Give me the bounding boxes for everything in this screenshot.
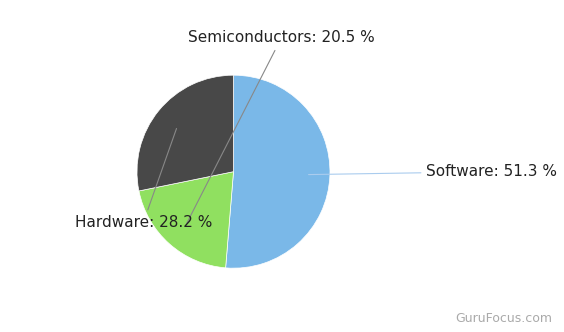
- Text: Semiconductors: 20.5 %: Semiconductors: 20.5 %: [187, 30, 375, 223]
- Text: Software: 51.3 %: Software: 51.3 %: [309, 164, 557, 179]
- Wedge shape: [226, 75, 330, 268]
- Wedge shape: [139, 172, 233, 268]
- Wedge shape: [137, 75, 233, 191]
- Text: GuruFocus.com: GuruFocus.com: [456, 312, 553, 325]
- Text: Hardware: 28.2 %: Hardware: 28.2 %: [74, 128, 212, 230]
